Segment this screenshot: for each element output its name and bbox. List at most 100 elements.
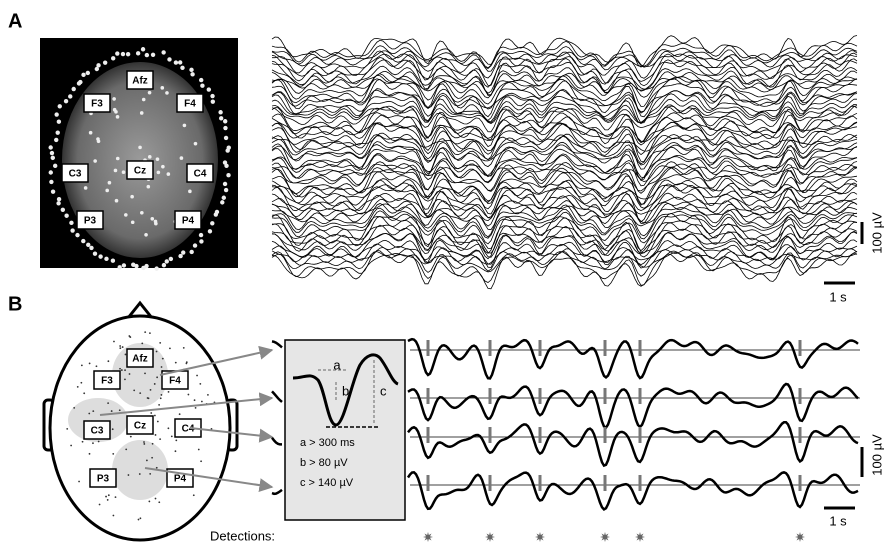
electrode-dot: [150, 217, 154, 221]
electrode-dot: [89, 246, 93, 250]
electrode-dot: [66, 428, 68, 430]
electrode-dot: [57, 120, 61, 124]
electrode-dot: [124, 369, 126, 371]
electrode-dot: [222, 196, 226, 200]
electrode-dot: [56, 130, 60, 134]
electrode-dot: [155, 498, 157, 500]
electrode-dot: [200, 460, 202, 462]
electrode-dot: [125, 448, 127, 450]
electrode-dot: [119, 345, 121, 347]
electrode-dot: [84, 186, 88, 190]
electrode-dot: [160, 397, 162, 399]
eeg-trace: [272, 142, 857, 181]
electrode-dot: [124, 379, 126, 381]
electrode-dot: [111, 259, 115, 263]
eeg-trace: [272, 36, 857, 68]
electrode-dot: [50, 151, 54, 155]
electrode-dot: [51, 189, 55, 193]
electrode-dot: [211, 99, 215, 103]
electrode-dot: [131, 220, 135, 224]
electrode-dot: [86, 71, 90, 75]
electrode-dot: [181, 250, 185, 254]
electrode-dot: [138, 146, 142, 150]
electrode-dot: [83, 392, 85, 394]
electrode-dot: [226, 173, 230, 177]
electrode-dot: [143, 443, 145, 445]
electrode-dot: [169, 347, 171, 349]
electrode-dot: [113, 341, 115, 343]
electrode-dot: [139, 392, 141, 394]
eeg-trace: [272, 90, 857, 112]
electrode-dot: [107, 360, 109, 362]
electrode-dot: [199, 383, 201, 385]
electrode-dot: [161, 50, 165, 54]
electrode-dot: [103, 60, 107, 64]
electrode-dot: [139, 473, 141, 475]
electrode-dot: [113, 515, 115, 517]
detection-star: [635, 532, 645, 542]
electrode-dot: [195, 407, 197, 409]
electrode-dot: [201, 401, 203, 403]
electrode-dot: [111, 410, 113, 412]
electrode-dot: [151, 457, 153, 459]
electrode-dot: [180, 66, 184, 70]
detection-star: [600, 532, 610, 542]
electrode-dot: [196, 375, 198, 377]
electrode-dot: [207, 394, 209, 396]
electrode-dot: [112, 453, 114, 455]
electrode-dot: [112, 428, 114, 430]
electrode-dot: [190, 72, 194, 76]
electrode-dot: [126, 52, 130, 56]
electrode-dot: [49, 170, 53, 174]
electrode-dot: [78, 481, 80, 483]
electrode-dot: [171, 435, 173, 437]
eeg-traces: [272, 36, 857, 289]
electrode-dot: [53, 164, 57, 168]
electrode-dot: [64, 214, 68, 218]
electrode-dot: [194, 399, 196, 401]
eeg-trace: [272, 167, 857, 191]
electrode-dot: [224, 164, 228, 168]
electrode-label: F4: [184, 99, 196, 110]
electrode-dot: [198, 449, 200, 451]
eeg-trace: [272, 136, 857, 170]
scale-label: 100 µV: [869, 212, 884, 254]
electrode-dot: [169, 257, 173, 261]
inset-marker: a: [333, 357, 341, 372]
electrode-dot: [144, 233, 148, 237]
figure: A B a b c a > 300 ms b > 80 µV c > 140 µ…: [0, 0, 886, 549]
electrode-dot: [73, 407, 75, 409]
electrode-dot: [115, 51, 119, 55]
electrode-dot: [77, 386, 79, 388]
criterion: a > 300 ms: [300, 437, 355, 449]
electrode-dot: [159, 438, 161, 440]
electrode-dot: [224, 136, 228, 140]
electrode-dot: [81, 239, 85, 243]
electrode-dot: [144, 372, 146, 374]
electrode-dot: [189, 250, 193, 254]
electrode-dot: [141, 47, 145, 51]
electrode-dot: [152, 443, 154, 445]
electrode-dot: [156, 351, 158, 353]
electrode-label: P3: [97, 474, 110, 485]
electrode-dot: [116, 115, 120, 119]
electrode-dot: [121, 52, 125, 56]
electrode-dot: [92, 410, 94, 412]
electrode-dot: [156, 157, 160, 161]
panel-label: B: [8, 293, 22, 315]
electrode-dot: [81, 73, 85, 77]
electrode-dot: [167, 57, 171, 61]
electrode-dot: [178, 254, 182, 258]
electrode-dot: [131, 263, 135, 267]
electrode-label: P4: [174, 474, 187, 485]
electrode-dot: [149, 332, 151, 334]
electrode-dot: [186, 361, 188, 363]
electrode-dot: [223, 119, 227, 123]
electrode-dot: [70, 228, 74, 232]
electrode-dot: [210, 94, 214, 98]
electrode-dot: [119, 347, 121, 349]
electrode-dot: [180, 156, 184, 160]
electrode-dot: [175, 362, 177, 364]
electrode-dot: [89, 453, 91, 455]
electrode-dot: [161, 394, 163, 396]
